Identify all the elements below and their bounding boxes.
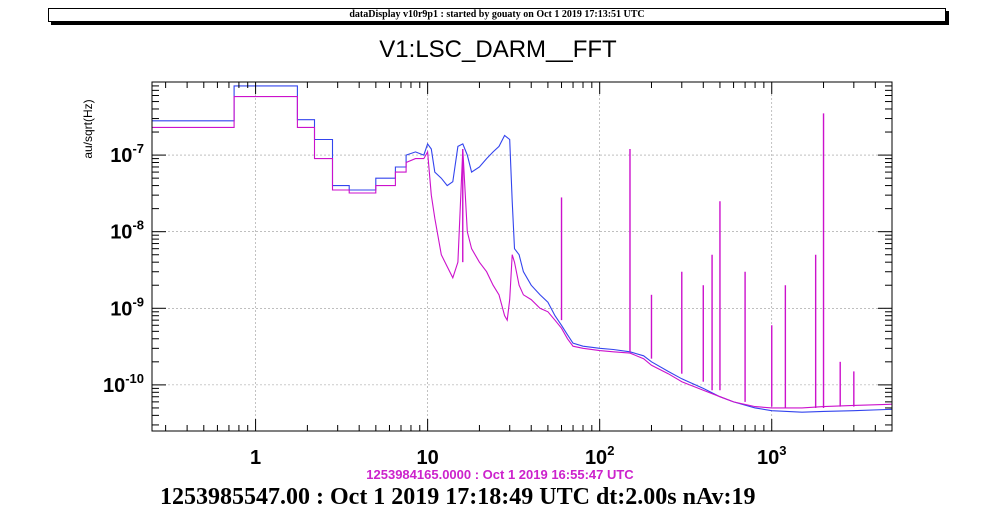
labels-layer: 1 10 102 103 10-7 10-8 10-9 10-10 [103, 141, 787, 469]
header-bar: dataDisplay v10r9p1 : started by gouaty … [48, 8, 946, 22]
ticks-layer [152, 81, 893, 431]
x-tick-label: 10 [417, 447, 439, 469]
y-tick-label: 10-9 [110, 294, 144, 320]
grid-layer [152, 82, 892, 431]
header-text: dataDisplay v10r9p1 : started by gouaty … [349, 9, 645, 20]
series-line-1 [152, 96, 893, 409]
x-tick-label: 1 [250, 447, 261, 469]
series-layer [152, 85, 893, 413]
header-shadow-side [946, 11, 949, 25]
y-tick-label: 10-7 [110, 141, 144, 167]
y-tick-label: 10-8 [110, 218, 144, 244]
footer-timestamp: 1253985547.00 : Oct 1 2019 17:18:49 UTC … [160, 484, 756, 510]
reference-timestamp-text: 1253984165.0000 : Oct 1 2019 16:55:47 UT… [366, 467, 634, 482]
reference-timestamp: 1253984165.0000 : Oct 1 2019 16:55:47 UT… [0, 467, 996, 482]
y-tick-label: 10-10 [103, 371, 144, 397]
x-tick-label: 102 [585, 443, 614, 469]
plot-frame [151, 81, 893, 432]
chart-title: V1:LSC_DARM__FFT [379, 36, 617, 63]
series-line-0 [152, 85, 893, 413]
header-shadow [51, 22, 949, 25]
x-tick-label: 103 [757, 443, 786, 469]
